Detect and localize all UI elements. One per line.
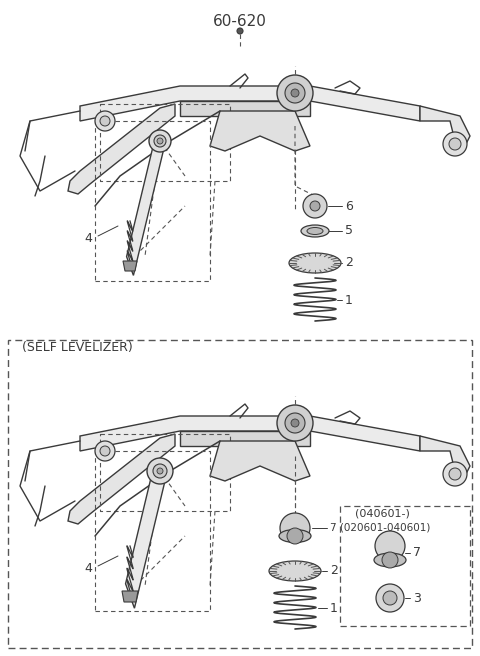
Polygon shape bbox=[68, 434, 175, 524]
Circle shape bbox=[280, 513, 310, 543]
Text: 2: 2 bbox=[330, 565, 338, 577]
Text: (040601-): (040601-) bbox=[355, 509, 410, 519]
Polygon shape bbox=[180, 431, 310, 446]
Polygon shape bbox=[180, 101, 310, 116]
Polygon shape bbox=[420, 106, 470, 146]
Polygon shape bbox=[80, 416, 420, 451]
Text: 4: 4 bbox=[84, 232, 92, 245]
Text: 7: 7 bbox=[413, 546, 421, 560]
Circle shape bbox=[375, 531, 405, 561]
Circle shape bbox=[154, 135, 166, 147]
Circle shape bbox=[382, 552, 398, 568]
Text: 1: 1 bbox=[345, 293, 353, 306]
Circle shape bbox=[95, 441, 115, 461]
Polygon shape bbox=[80, 86, 420, 121]
Polygon shape bbox=[210, 441, 310, 481]
Text: 5: 5 bbox=[345, 224, 353, 237]
Text: 4: 4 bbox=[84, 562, 92, 575]
Circle shape bbox=[285, 83, 305, 103]
Text: (SELF LEVELIZER): (SELF LEVELIZER) bbox=[22, 342, 133, 354]
Ellipse shape bbox=[301, 225, 329, 237]
Ellipse shape bbox=[307, 228, 323, 234]
Circle shape bbox=[291, 89, 299, 97]
Ellipse shape bbox=[289, 253, 341, 273]
Ellipse shape bbox=[279, 529, 311, 543]
Circle shape bbox=[443, 132, 467, 156]
Ellipse shape bbox=[374, 553, 406, 567]
Circle shape bbox=[383, 591, 397, 605]
Polygon shape bbox=[126, 459, 165, 608]
Polygon shape bbox=[68, 104, 175, 194]
Circle shape bbox=[310, 201, 320, 211]
Text: 7 (020601-040601): 7 (020601-040601) bbox=[330, 523, 431, 533]
Circle shape bbox=[376, 584, 404, 612]
Circle shape bbox=[291, 419, 299, 427]
Circle shape bbox=[449, 138, 461, 150]
Polygon shape bbox=[123, 261, 137, 271]
Circle shape bbox=[443, 462, 467, 486]
Circle shape bbox=[277, 405, 313, 441]
Polygon shape bbox=[127, 132, 163, 276]
Circle shape bbox=[153, 464, 167, 478]
Circle shape bbox=[237, 28, 243, 34]
Circle shape bbox=[100, 446, 110, 456]
Circle shape bbox=[449, 468, 461, 480]
Circle shape bbox=[149, 130, 171, 152]
Polygon shape bbox=[210, 111, 310, 151]
Circle shape bbox=[287, 528, 303, 544]
Circle shape bbox=[147, 458, 173, 484]
Text: 3: 3 bbox=[413, 592, 421, 604]
Circle shape bbox=[157, 468, 163, 474]
Ellipse shape bbox=[269, 561, 321, 581]
Text: 2: 2 bbox=[345, 256, 353, 270]
Circle shape bbox=[277, 75, 313, 111]
Polygon shape bbox=[122, 591, 138, 602]
Polygon shape bbox=[420, 436, 470, 476]
Circle shape bbox=[303, 194, 327, 218]
Text: 1: 1 bbox=[330, 602, 338, 615]
Circle shape bbox=[95, 111, 115, 131]
Text: 60-620: 60-620 bbox=[213, 14, 267, 28]
Circle shape bbox=[100, 116, 110, 126]
Circle shape bbox=[285, 413, 305, 433]
Circle shape bbox=[157, 138, 163, 144]
Text: 6: 6 bbox=[345, 199, 353, 213]
